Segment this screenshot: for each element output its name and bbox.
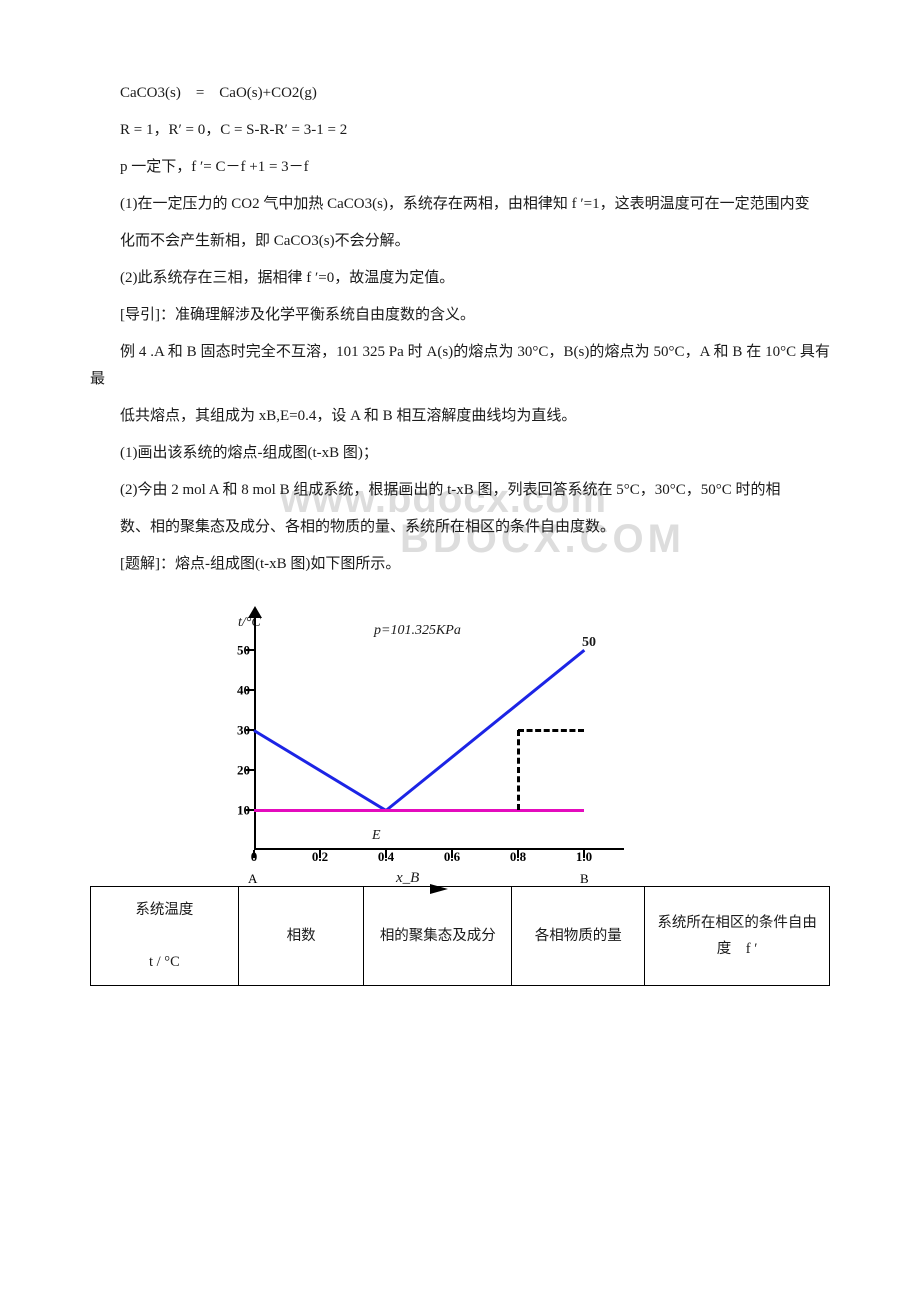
- composition-dashed-vertical: [517, 730, 520, 810]
- answer-table: 系统温度t / °C相数相的聚集态及成分各相物质的量系统所在相区的条件自由度 f…: [90, 886, 830, 986]
- para-eq3: p 一定下，f ′= C－f +1 = 3－f: [90, 154, 830, 181]
- para-6: (2)此系统存在三相，据相律 f ′=0，故温度为定值。: [90, 265, 830, 292]
- x-axis: [254, 848, 624, 850]
- para-10: (1)画出该系统的熔点-组成图(t-xB 图)；: [90, 440, 830, 467]
- para-5: 化而不会产生新相，即 CaCO3(s)不会分解。: [90, 228, 830, 255]
- para-13: [题解]：熔点-组成图(t-xB 图)如下图所示。: [90, 551, 830, 578]
- x-tick: [451, 850, 453, 858]
- series-liquidus_left: [253, 729, 387, 812]
- para-12: 数、相的聚集态及成分、各相的物质的量、系统所在相区的条件自由度数。: [90, 514, 830, 541]
- para-eq1: CaCO3(s) = CaO(s)+CO2(g): [90, 80, 830, 107]
- para-11: (2)今由 2 mol A 和 8 mol B 组成系统，根据画出的 t-xB …: [90, 477, 830, 504]
- table-header-cell: 相的聚集态及成分: [364, 887, 512, 986]
- series-eutectic_line: [254, 809, 584, 812]
- para-eq2: R = 1，R′ = 0，C = S-R-R′ = 3-1 = 2: [90, 117, 830, 144]
- eutectic-label: E: [372, 823, 381, 848]
- para-7: [导引]：准确理解涉及化学平衡系统自由度数的含义。: [90, 302, 830, 329]
- x-tick: [253, 850, 255, 858]
- composition-dashed-horizontal: [518, 729, 584, 732]
- table-header-cell: 相数: [238, 887, 364, 986]
- para-8: 例 4 .A 和 B 固态时完全不互溶，101 325 Pa 时 A(s)的熔点…: [90, 339, 830, 393]
- y-axis-arrow-icon: [248, 606, 262, 618]
- x-tick: [319, 850, 321, 858]
- table-header-cell: 各相物质的量: [512, 887, 645, 986]
- table-header-cell: 系统所在相区的条件自由度 f ′: [645, 887, 830, 986]
- x-axis-direction-arrow-icon: [430, 884, 448, 894]
- x-label-B: B: [580, 867, 589, 890]
- y-tick: [246, 649, 254, 651]
- x-tick: [583, 850, 585, 858]
- x-tick: [385, 850, 387, 858]
- phase-diagram: t/°C p=101.325KPa 00.20.40.60.81.0102030…: [200, 592, 830, 872]
- y-tick: [246, 809, 254, 811]
- point-50-label: 50: [582, 630, 596, 655]
- y-tick: [246, 769, 254, 771]
- y-tick: [246, 689, 254, 691]
- x-label-A: A: [248, 867, 257, 890]
- para-9: 低共熔点，其组成为 xB,E=0.4，设 A 和 B 相互溶解度曲线均为直线。: [90, 403, 830, 430]
- chart-title: p=101.325KPa: [374, 618, 461, 643]
- x-tick: [517, 850, 519, 858]
- x-axis-label: x_B: [396, 865, 419, 892]
- table-header-cell: 系统温度t / °C: [91, 887, 239, 986]
- y-axis: [254, 618, 256, 850]
- para-4: (1)在一定压力的 CO2 气中加热 CaCO3(s)，系统存在两相，由相律知 …: [90, 191, 830, 218]
